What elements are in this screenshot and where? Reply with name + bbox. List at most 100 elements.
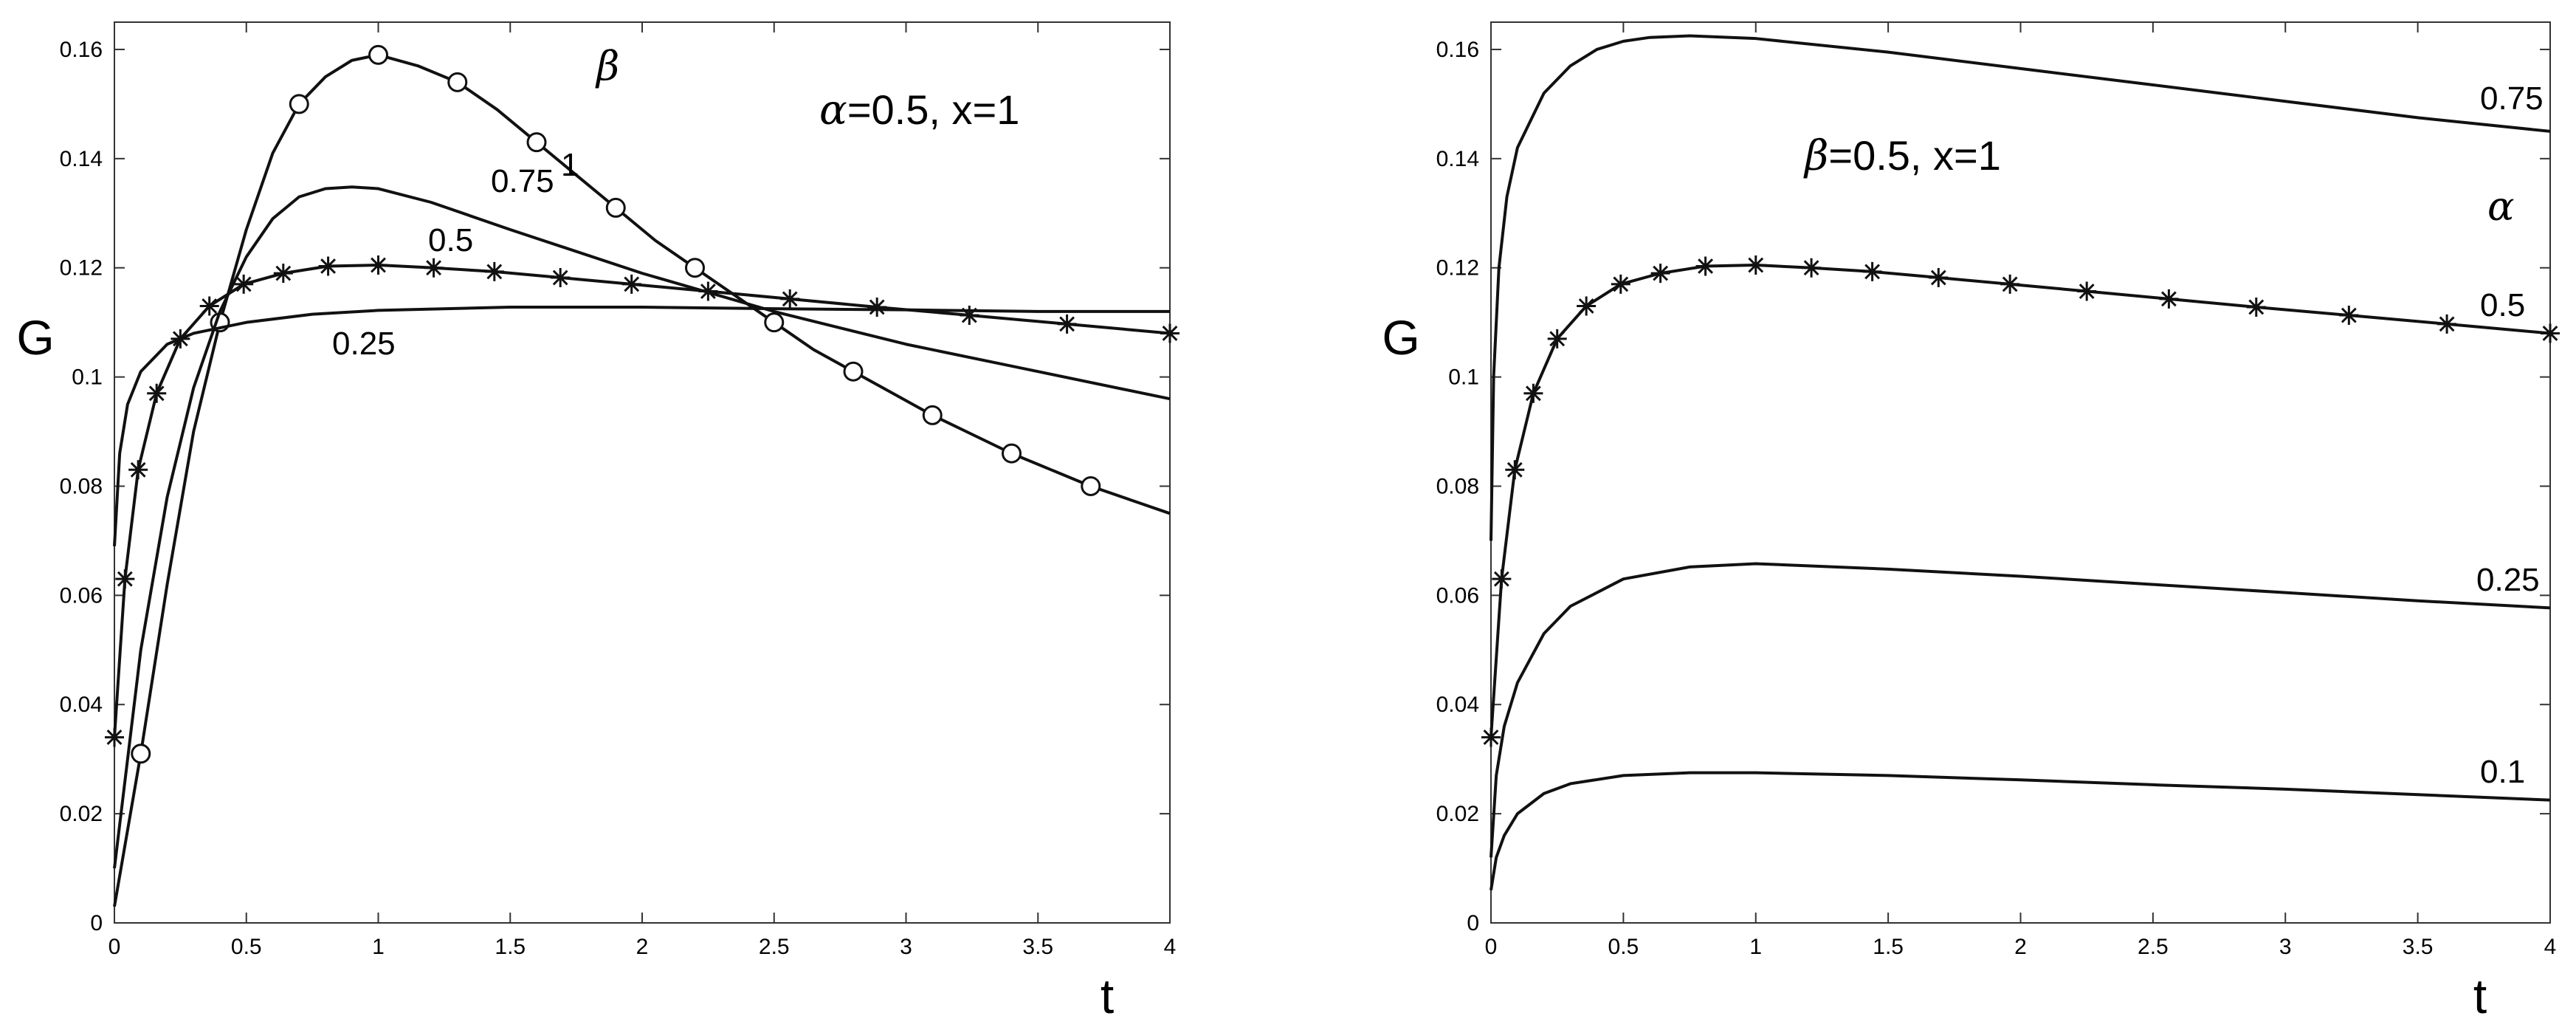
right-chart: 0 0.5 1 1.5 2 2.5 3 3.5 4 0 0.02 0.04 0.06 0.08 0.1 0.1… <box>1382 21 2560 1023</box>
y-tick-label: 0.1 <box>72 365 103 390</box>
data-point <box>2246 297 2266 317</box>
data-point <box>1081 475 1101 496</box>
parameter-symbol: α <box>2487 183 2514 230</box>
data-point <box>1481 727 1501 747</box>
series-line <box>113 53 1171 907</box>
y-tick-label: 0.06 <box>1436 583 1479 608</box>
data-point <box>105 727 124 747</box>
data-point <box>147 383 167 403</box>
data-point <box>1577 296 1597 316</box>
data-point <box>2339 306 2359 326</box>
data-point <box>1611 274 1630 294</box>
annotation-greek: β <box>1803 132 1828 180</box>
data-point <box>867 297 887 317</box>
data-point <box>131 743 151 764</box>
x-tick-label: 3 <box>2279 935 2292 959</box>
data-point <box>2437 314 2457 334</box>
data-point <box>1057 314 1077 334</box>
series-line <box>113 305 1170 546</box>
series-label: 0.5 <box>2480 287 2525 323</box>
x-tick-label: 1.5 <box>1873 935 1904 959</box>
data-point <box>368 255 388 275</box>
series-line <box>113 185 1171 869</box>
x-tick-label: 2.5 <box>759 935 790 959</box>
data-point <box>698 281 718 301</box>
y-tick-label: 0.14 <box>1436 147 1479 171</box>
data-point <box>2000 274 2020 294</box>
x-tick-label: 2 <box>636 935 649 959</box>
data-point <box>780 289 800 309</box>
data-point <box>424 258 444 278</box>
data-point <box>1547 329 1567 348</box>
parameter-symbol: β <box>595 43 619 89</box>
data-point <box>1862 261 1882 281</box>
y-tick-label: 0.16 <box>1436 38 1479 62</box>
data-point <box>1505 460 1525 480</box>
data-point <box>922 405 943 425</box>
data-point <box>843 361 864 382</box>
data-point <box>128 460 148 480</box>
y-tick-label: 0.04 <box>1436 693 1479 717</box>
x-tick-label: 0.5 <box>1608 935 1639 959</box>
series-label: 0.25 <box>332 326 396 362</box>
data-point <box>1523 383 1543 403</box>
x-tick-label: 3.5 <box>1022 935 1053 959</box>
y-tick-label: 0.08 <box>60 474 103 498</box>
left-chart: 0 0.5 1 1.5 2 2.5 3 3.5 4 0 0.02 0.04 0.06 0.08 0.1 0.1… <box>16 21 1179 1023</box>
data-point <box>2541 323 2560 343</box>
series-0.5: 0.5 <box>1481 255 2560 747</box>
series-label: 0.25 <box>2476 562 2540 598</box>
x-axis-label: t <box>2473 969 2487 1023</box>
series-1: 1 <box>113 44 1171 907</box>
x-tick-label: 1 <box>372 935 385 959</box>
x-tick-label: 0 <box>109 935 121 959</box>
y-tick-label: 0.1 <box>1448 365 1479 390</box>
y-tick-label: 0.12 <box>60 256 103 281</box>
y-axis-label: G <box>1382 310 1419 365</box>
data-point <box>289 94 309 114</box>
y-axis-label: G <box>16 310 54 365</box>
data-point <box>2077 281 2097 301</box>
data-point <box>1746 255 1766 275</box>
x-tick-label: 2.5 <box>2138 935 2169 959</box>
data-point <box>318 256 338 276</box>
series-label: 0.1 <box>2480 754 2525 790</box>
y-tick-label: 0.02 <box>60 802 103 826</box>
y-tick-label: 0.06 <box>60 583 103 608</box>
data-point <box>605 197 626 218</box>
y-tick-label: 0.02 <box>1436 802 1479 826</box>
series-line <box>1490 34 2551 541</box>
x-tick-label: 3.5 <box>2403 935 2434 959</box>
data-point <box>1492 569 1512 589</box>
data-point <box>1695 256 1715 276</box>
x-tick-label: 0.5 <box>231 935 262 959</box>
x-tick-label: 1.5 <box>495 935 526 959</box>
y-tick-label: 0.16 <box>60 38 103 62</box>
x-tick-label: 3 <box>900 935 912 959</box>
data-point <box>685 258 705 278</box>
x-tick-label: 4 <box>2544 935 2557 959</box>
x-tick-label: 1 <box>1749 935 1762 959</box>
x-tick-label: 4 <box>1164 935 1177 959</box>
y-tick-label: 0.08 <box>1436 474 1479 498</box>
data-point <box>199 296 219 316</box>
data-point <box>551 268 571 288</box>
x-axis-label: t <box>1101 969 1114 1023</box>
series-0.25: 0.25 <box>113 305 1170 546</box>
y-tick-label: 0 <box>90 911 103 935</box>
y-tick-label: 0.14 <box>60 147 103 171</box>
data-point <box>960 306 979 326</box>
series-label: 0.75 <box>2480 80 2544 117</box>
series-line <box>1490 562 2551 858</box>
series-0.5: 0.5 <box>105 222 1179 747</box>
series-0.75: 0.75 <box>1490 34 2551 541</box>
annotation-text: =0.5, x=1 <box>847 86 1020 133</box>
y-tick-label: 0 <box>1467 911 1479 935</box>
data-point <box>621 274 641 294</box>
data-point <box>115 569 135 589</box>
plot-frame <box>1490 21 2551 924</box>
data-point <box>1002 443 1022 464</box>
annotation-text: =0.5, x=1 <box>1828 132 2001 179</box>
data-point <box>1929 268 1949 288</box>
